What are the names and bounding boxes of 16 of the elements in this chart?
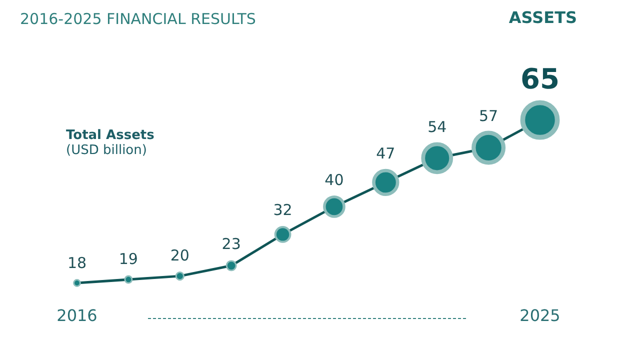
data-label: 54: [428, 118, 447, 136]
annotation: (USD billion): [66, 143, 148, 158]
data-label: 65: [520, 62, 560, 96]
data-label: 19: [118, 250, 138, 268]
data-label: 32: [273, 201, 292, 220]
data-label: 47: [376, 144, 396, 163]
data-label: 18: [67, 254, 87, 272]
x-tick-label: 2016: [56, 306, 98, 325]
data-label: 20: [170, 246, 190, 264]
chart-title: 2016-2025 FINANCIAL RESULTS: [20, 10, 256, 28]
chart-subtitle: ASSETS: [508, 8, 577, 27]
x-tick-label: 2025: [520, 306, 560, 325]
data-label: 40: [324, 170, 344, 189]
y-axis-title: Total Assets: [66, 128, 154, 143]
data-label: 57: [479, 106, 498, 125]
data-label: 23: [222, 234, 241, 253]
